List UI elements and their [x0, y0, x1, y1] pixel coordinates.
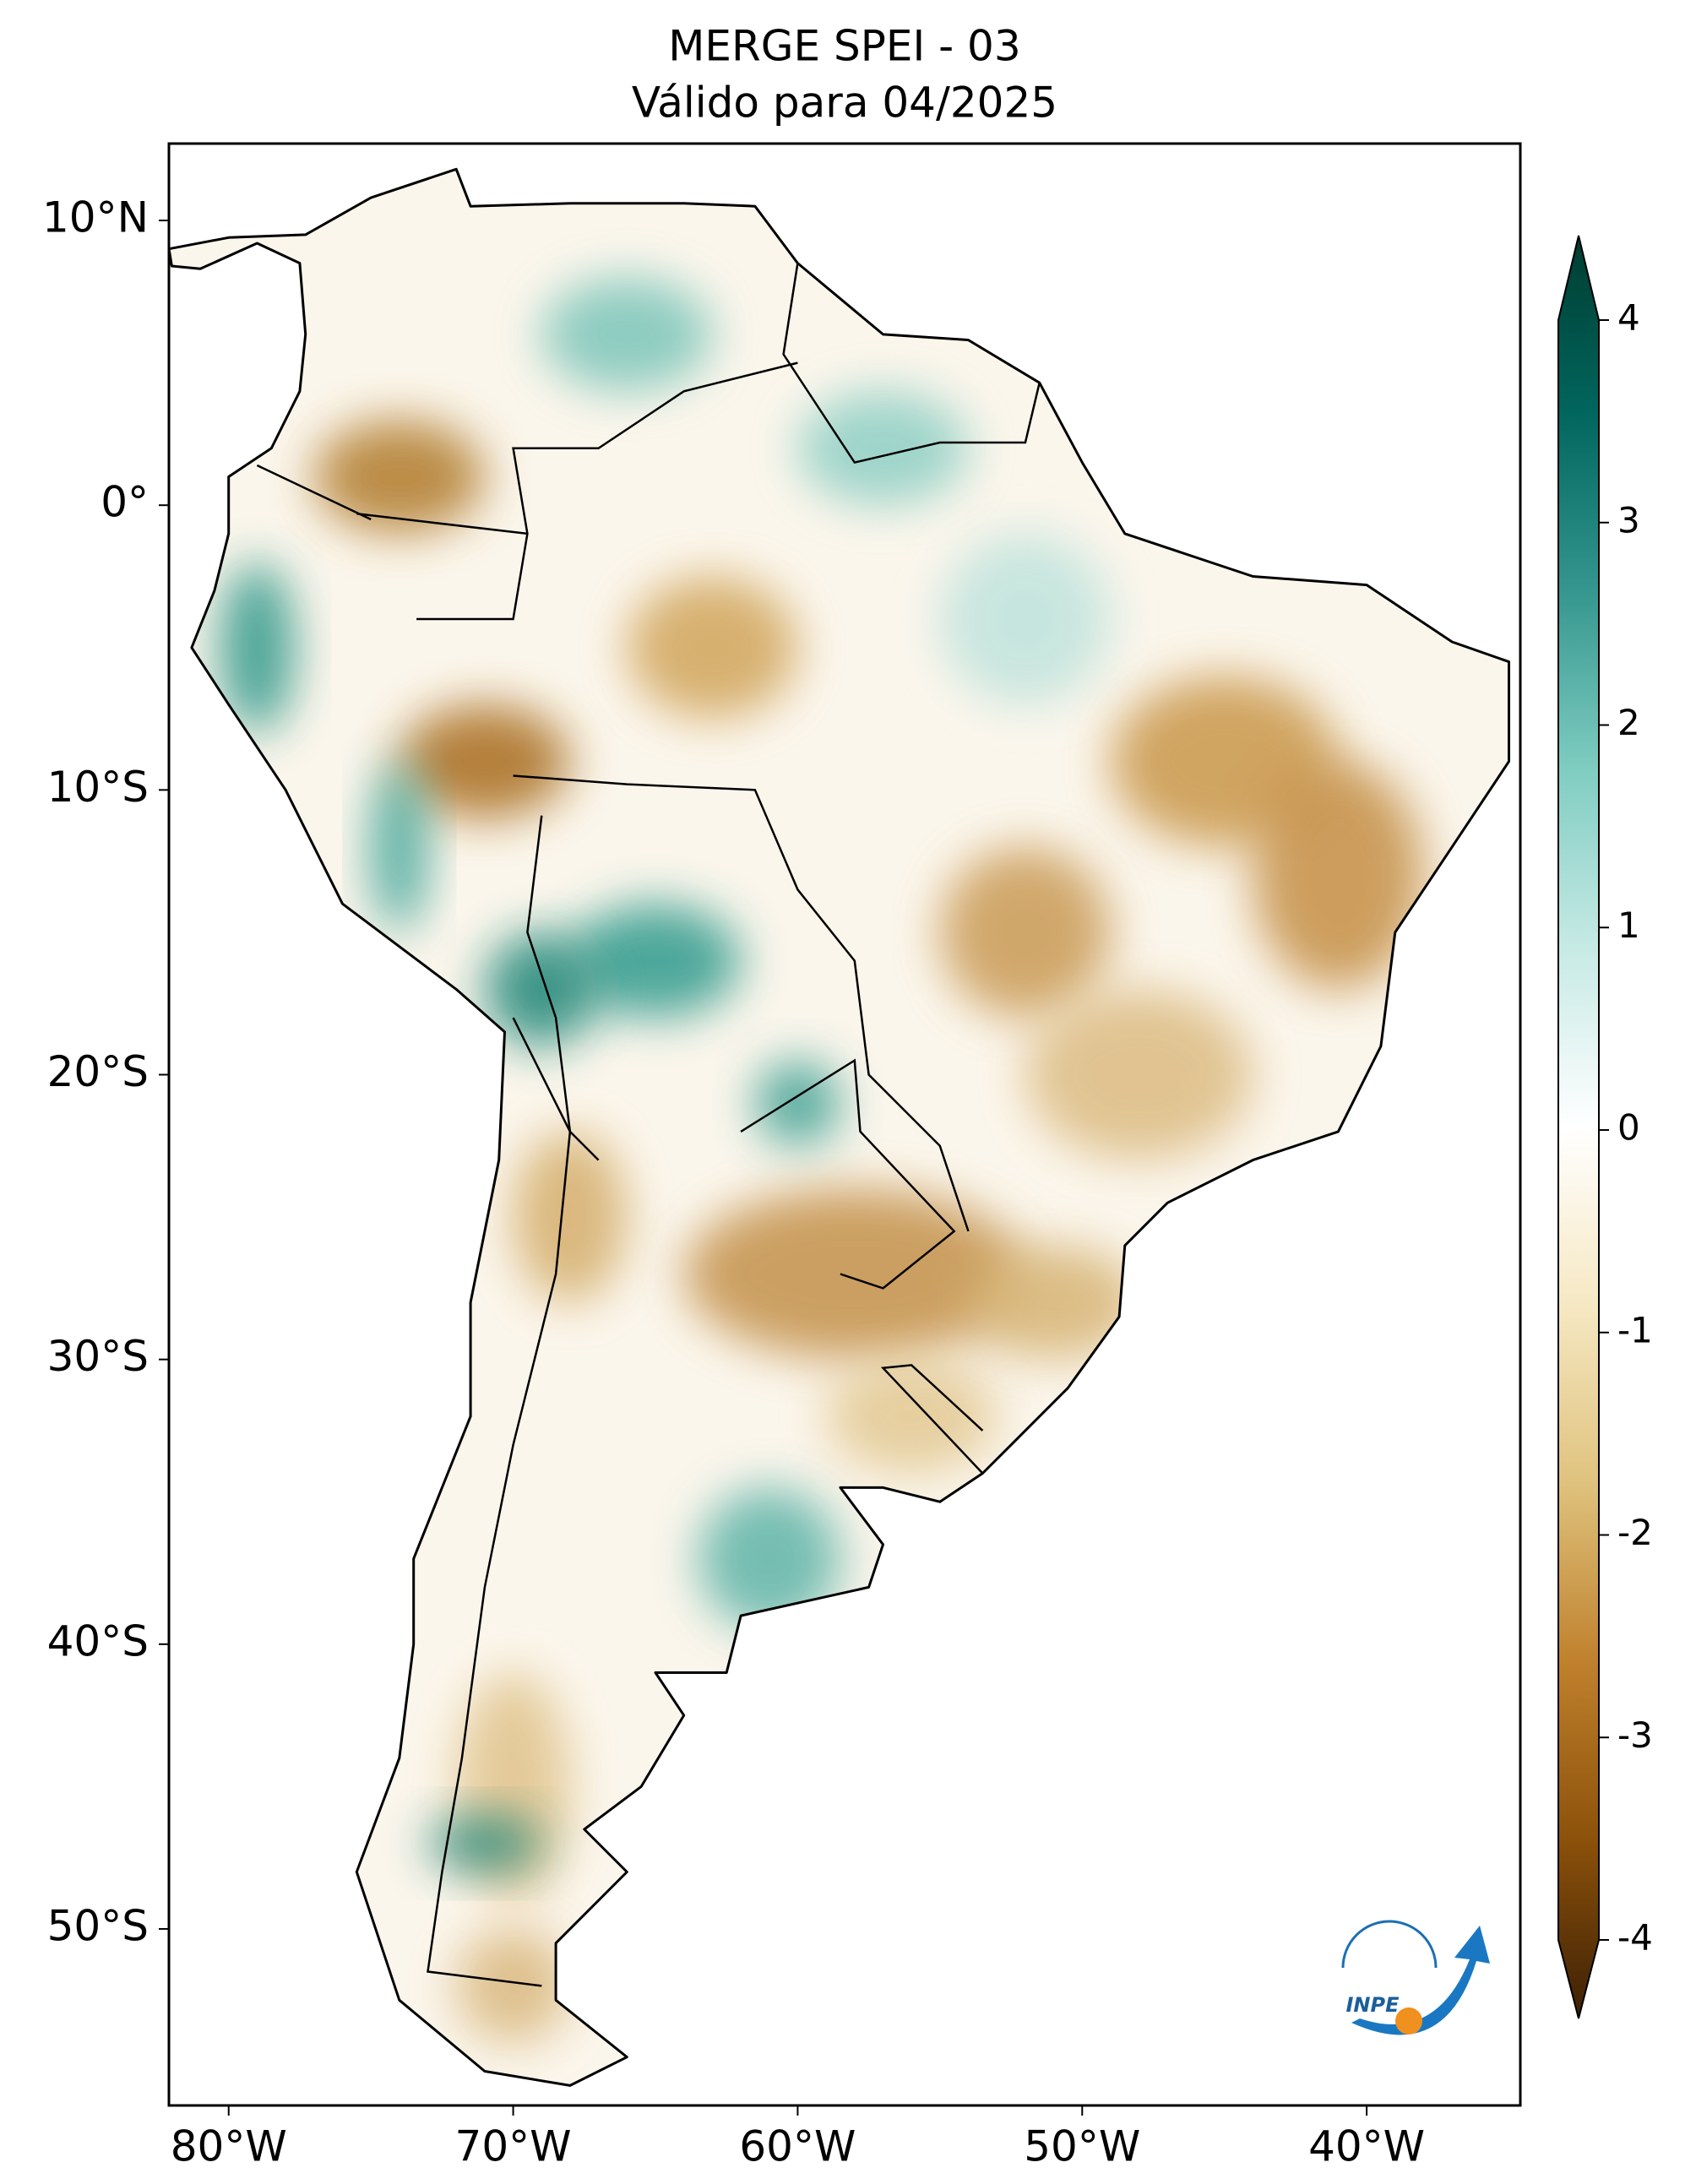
- border: [427, 1017, 572, 1987]
- spei-blob: [456, 1928, 570, 2043]
- coastline: [167, 167, 1510, 2087]
- spei-blob: [484, 932, 599, 1046]
- spei-blob: [427, 1815, 542, 1872]
- colorbar-tick-label: 0: [1617, 1107, 1640, 1149]
- spei-blob: [698, 1487, 840, 1630]
- border: [513, 774, 970, 1232]
- spei-blob: [513, 1131, 628, 1303]
- border: [526, 815, 600, 1161]
- boundaries: [167, 167, 1510, 2087]
- x-tick-label: 50°W: [1024, 2122, 1140, 2171]
- colorbar-tick-label: 4: [1617, 297, 1640, 339]
- spei-field: [169, 169, 1509, 2086]
- logo-arrow: [1351, 1926, 1490, 2035]
- x-tick-label: 40°W: [1308, 2122, 1425, 2171]
- border: [416, 361, 798, 621]
- subtitle: Válido para 04/2025: [632, 79, 1057, 128]
- logo-dot: [1395, 2007, 1422, 2035]
- spei-blob: [754, 1060, 840, 1146]
- border: [782, 263, 1041, 465]
- spei-blob: [313, 420, 485, 534]
- y-tick-label: 10°S: [47, 763, 149, 812]
- spei-blob: [220, 562, 295, 733]
- spei-blob: [541, 277, 713, 392]
- y-tick-label: 20°S: [47, 1047, 149, 1096]
- logo-arc: [1341, 1920, 1438, 1969]
- spei-blob: [569, 904, 742, 1019]
- x-tick-label: 60°W: [739, 2122, 856, 2171]
- colorbar-tick-label: 3: [1617, 499, 1640, 541]
- colorbar-tick-label: -2: [1617, 1512, 1653, 1553]
- y-tick-label: 30°S: [47, 1332, 149, 1381]
- land-base: [169, 169, 1509, 2086]
- y-tick-label: 10°N: [42, 193, 149, 242]
- spei-blob: [1025, 989, 1253, 1160]
- y-tick-label: 0°: [101, 478, 149, 527]
- colorbar-tick-label: -3: [1617, 1714, 1653, 1756]
- x-tick-label: 70°W: [455, 2122, 572, 2171]
- colorbar-tick-label: 2: [1617, 702, 1640, 743]
- colorbar: [1557, 235, 1600, 2019]
- spei-blob: [968, 1245, 1139, 1360]
- colorbar-tick-label: -1: [1617, 1309, 1653, 1350]
- y-tick-label: 50°S: [47, 1901, 149, 1950]
- title: MERGE SPEI - 03: [668, 22, 1020, 71]
- colorbar-tick-label: -4: [1617, 1917, 1653, 1959]
- spei-blob: [1253, 761, 1424, 990]
- spei-blob: [371, 761, 428, 932]
- spei-blob: [826, 1359, 997, 1474]
- spei-blob: [683, 1188, 1025, 1360]
- colorbar-tick-label: 1: [1617, 905, 1640, 946]
- spei-blob: [627, 576, 798, 720]
- border: [356, 513, 528, 535]
- spei-blob: [939, 533, 1111, 705]
- y-tick-label: 40°S: [47, 1616, 149, 1665]
- inpe-logo: INPE: [1341, 1920, 1490, 2035]
- border: [880, 1364, 984, 1475]
- logo-text: INPE: [1346, 1993, 1400, 2017]
- border: [740, 1058, 956, 1290]
- border: [256, 464, 372, 521]
- x-tick-label: 80°W: [171, 2122, 287, 2171]
- spei-blob: [399, 704, 570, 819]
- spei-blob: [797, 391, 969, 506]
- spei-blob: [939, 846, 1111, 1019]
- map-frame: [167, 142, 1522, 2107]
